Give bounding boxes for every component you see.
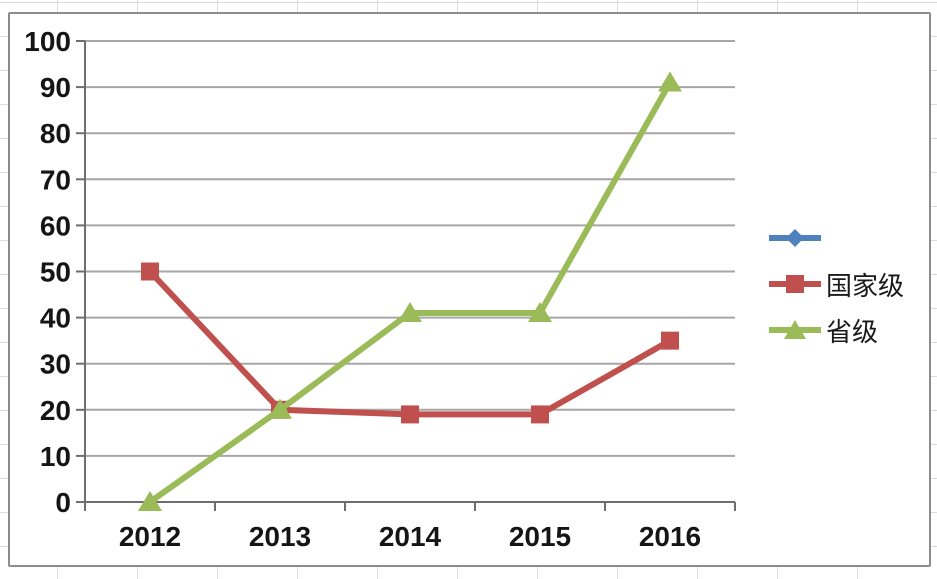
legend-item-national-level[interactable]: 国家级 bbox=[769, 273, 904, 299]
svg-text:90: 90 bbox=[40, 72, 71, 103]
series-省级 bbox=[138, 71, 682, 511]
svg-text:2016: 2016 bbox=[639, 521, 701, 552]
chart-legend: 国家级 省级 bbox=[769, 227, 904, 345]
svg-text:2015: 2015 bbox=[509, 521, 571, 552]
legend-line-triangle-icon bbox=[769, 318, 821, 347]
legend-label-national-level: 国家级 bbox=[826, 271, 905, 301]
major-gridlines bbox=[85, 40, 735, 503]
svg-text:0: 0 bbox=[55, 487, 71, 518]
svg-text:50: 50 bbox=[40, 257, 71, 288]
svg-text:30: 30 bbox=[40, 349, 71, 380]
svg-text:100: 100 bbox=[24, 26, 71, 57]
chart-object[interactable]: 0 10 20 30 40 50 60 70 80 90 100 2012 2013 2014 2015 20… bbox=[8, 12, 931, 567]
x-axis-ticks: 2012 2013 2014 2015 2016 bbox=[84, 502, 736, 552]
series-国家级 bbox=[141, 262, 679, 424]
svg-text:80: 80 bbox=[40, 118, 71, 149]
svg-text:60: 60 bbox=[40, 210, 71, 241]
legend-item-province-level[interactable]: 省级 bbox=[769, 319, 904, 345]
svg-text:10: 10 bbox=[40, 441, 71, 472]
legend-line-square-icon bbox=[769, 272, 821, 301]
legend-item-series-1[interactable] bbox=[769, 227, 904, 253]
svg-text:2013: 2013 bbox=[249, 521, 311, 552]
svg-text:20: 20 bbox=[40, 395, 71, 426]
svg-text:2012: 2012 bbox=[119, 521, 181, 552]
y-axis-ticks: 0 10 20 30 40 50 60 70 80 90 100 bbox=[24, 26, 85, 518]
svg-text:70: 70 bbox=[40, 164, 71, 195]
legend-label-province-level: 省级 bbox=[826, 317, 879, 347]
svg-text:40: 40 bbox=[40, 303, 71, 334]
legend-line-diamond-icon bbox=[769, 226, 821, 255]
svg-text:2014: 2014 bbox=[379, 521, 442, 552]
